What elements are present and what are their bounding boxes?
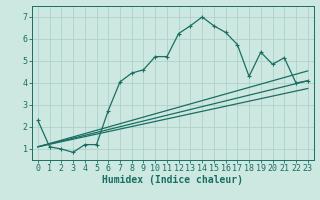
X-axis label: Humidex (Indice chaleur): Humidex (Indice chaleur) bbox=[102, 175, 243, 185]
